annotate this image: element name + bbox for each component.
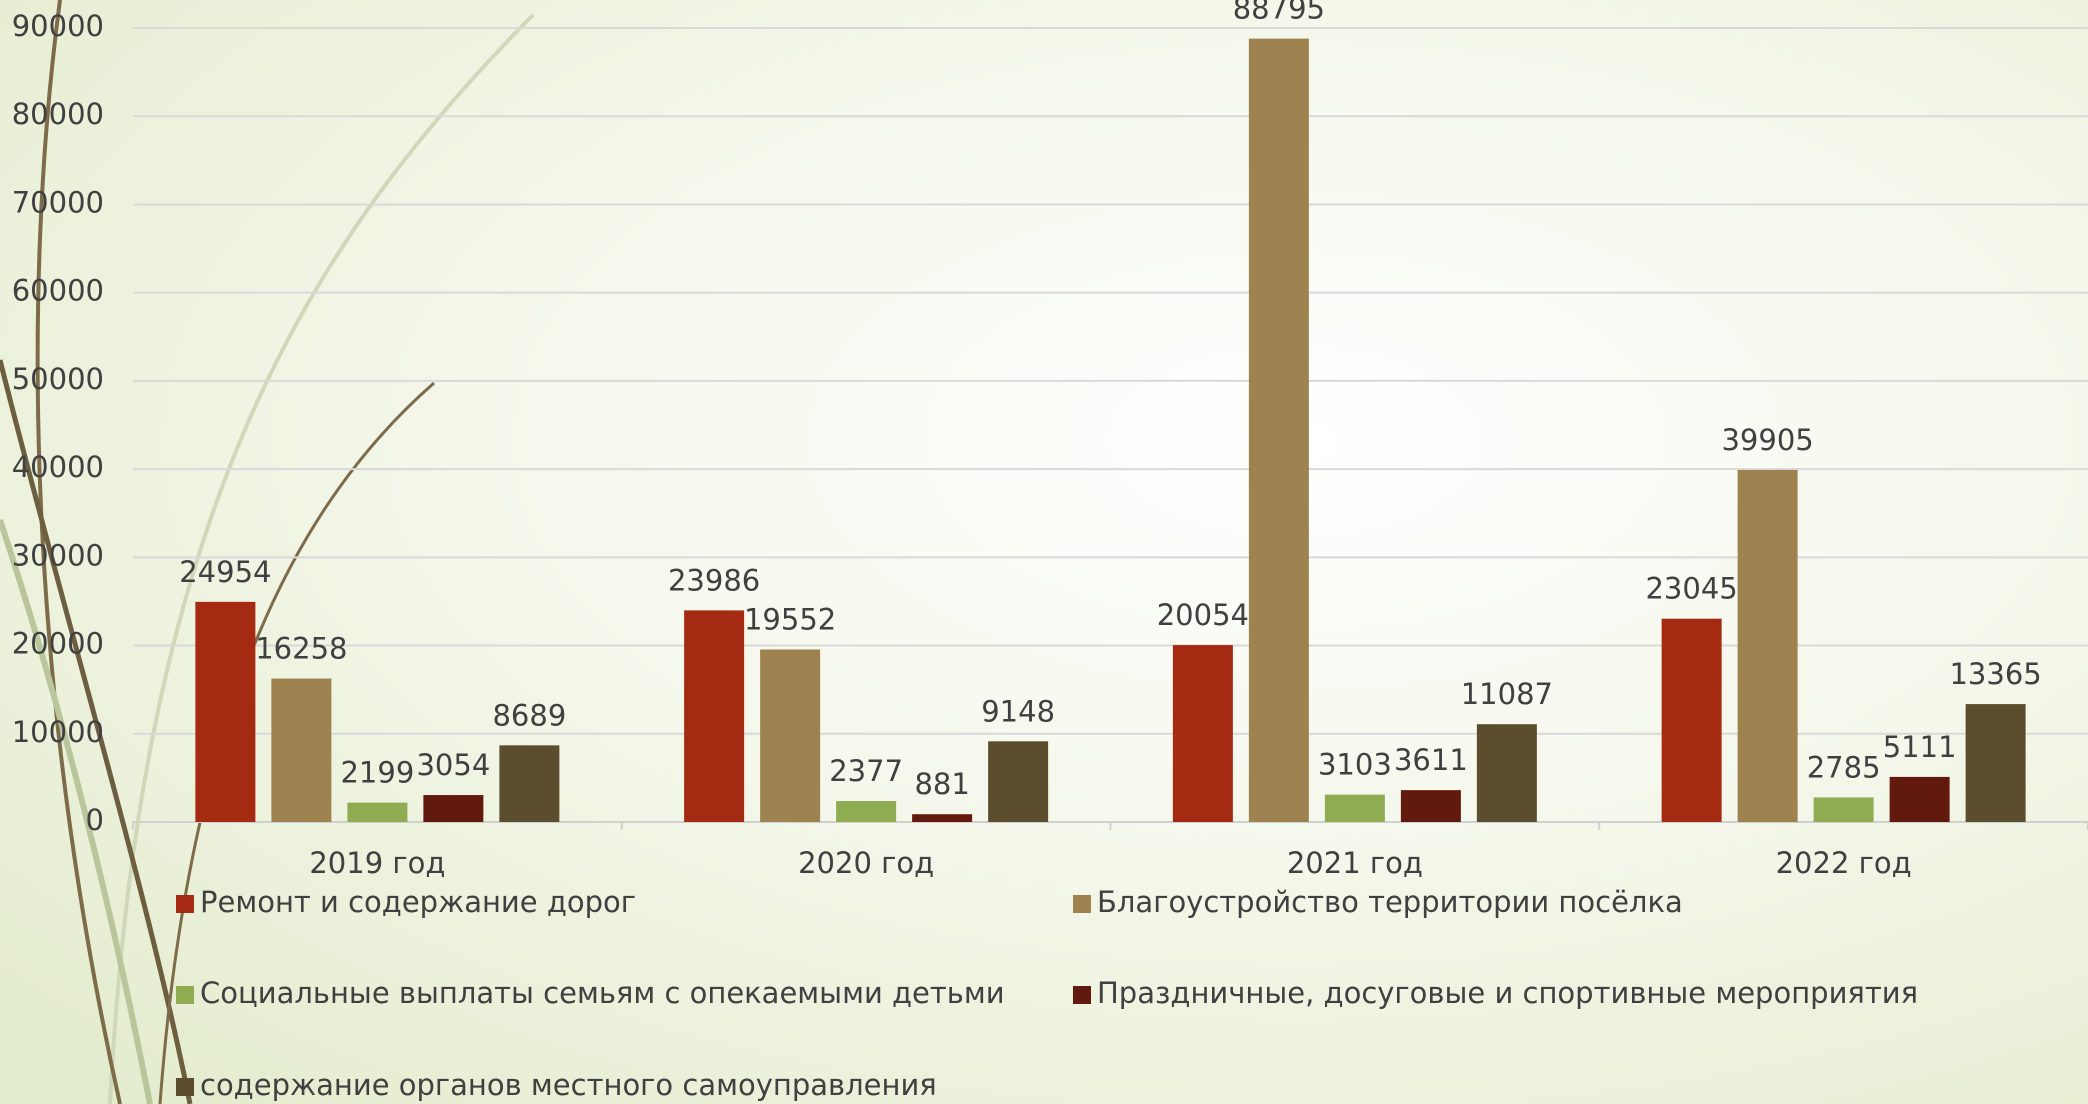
data-label: 3103 — [1318, 748, 1392, 782]
legend-swatch — [1073, 895, 1091, 913]
y-tick-label: 80000 — [12, 97, 104, 131]
data-label: 3054 — [416, 748, 490, 782]
bar — [1738, 470, 1798, 822]
bar — [988, 741, 1048, 822]
x-tick-label: 2019 год — [309, 846, 445, 880]
data-label: 5111 — [1883, 730, 1957, 764]
legend-swatch — [176, 986, 194, 1004]
bar — [684, 610, 744, 822]
bar — [912, 814, 972, 822]
bar — [195, 602, 255, 822]
y-tick-label: 70000 — [12, 185, 104, 219]
data-label: 9148 — [981, 694, 1055, 728]
y-tick-label: 50000 — [12, 362, 104, 396]
bar — [1325, 795, 1385, 822]
x-tick-label: 2021 год — [1287, 846, 1423, 880]
legend-swatch — [176, 895, 194, 913]
bar — [1477, 724, 1537, 822]
bar — [760, 650, 820, 822]
data-label: 39905 — [1721, 423, 1813, 457]
bar — [1401, 790, 1461, 822]
bar — [1249, 39, 1309, 822]
legend-swatch — [176, 1078, 194, 1096]
bar — [1890, 777, 1950, 822]
legend-label: Благоустройство территории посёлка — [1097, 885, 1683, 919]
data-label: 881 — [914, 767, 969, 801]
bar — [499, 745, 559, 822]
data-label: 16258 — [255, 632, 347, 666]
bar — [347, 803, 407, 822]
data-label: 2377 — [829, 754, 903, 788]
data-label: 2785 — [1807, 750, 1881, 784]
bar — [1662, 619, 1722, 822]
y-tick-label: 40000 — [12, 450, 104, 484]
data-label: 23986 — [668, 563, 760, 597]
data-label: 20054 — [1157, 598, 1249, 632]
data-label: 19552 — [744, 603, 836, 637]
data-label: 8689 — [492, 698, 566, 732]
bar — [1173, 645, 1233, 822]
legend-swatch — [1073, 986, 1091, 1004]
y-tick-label: 60000 — [12, 274, 104, 308]
bar — [1814, 797, 1874, 822]
data-label: 11087 — [1461, 677, 1553, 711]
y-tick-label: 30000 — [12, 538, 104, 572]
y-tick-label: 20000 — [12, 627, 104, 661]
y-tick-label: 0 — [86, 803, 104, 837]
data-label: 2199 — [340, 756, 414, 790]
x-tick-label: 2020 год — [798, 846, 934, 880]
bar — [1966, 704, 2026, 822]
legend-label: Ремонт и содержание дорог — [200, 885, 636, 919]
data-label: 3611 — [1394, 743, 1468, 777]
y-tick-label: 10000 — [12, 715, 104, 749]
legend-label: Праздничные, досуговые и спортивные меро… — [1097, 976, 1918, 1010]
data-label: 13365 — [1949, 657, 2041, 691]
data-label: 23045 — [1645, 572, 1737, 606]
bar — [423, 795, 483, 822]
legend-label: Социальные выплаты семьям с опекаемыми д… — [200, 976, 1005, 1010]
legend-label: содержание органов местного самоуправлен… — [200, 1068, 937, 1102]
bar — [271, 679, 331, 822]
data-label: 24954 — [179, 555, 271, 589]
bar — [836, 801, 896, 822]
x-tick-label: 2022 год — [1776, 846, 1912, 880]
y-tick-label: 90000 — [12, 9, 104, 43]
data-label: 88795 — [1233, 0, 1325, 26]
chart: 0 10000 20000 30000 40000 50000 60000 70000 8000… — [0, 0, 2088, 1104]
